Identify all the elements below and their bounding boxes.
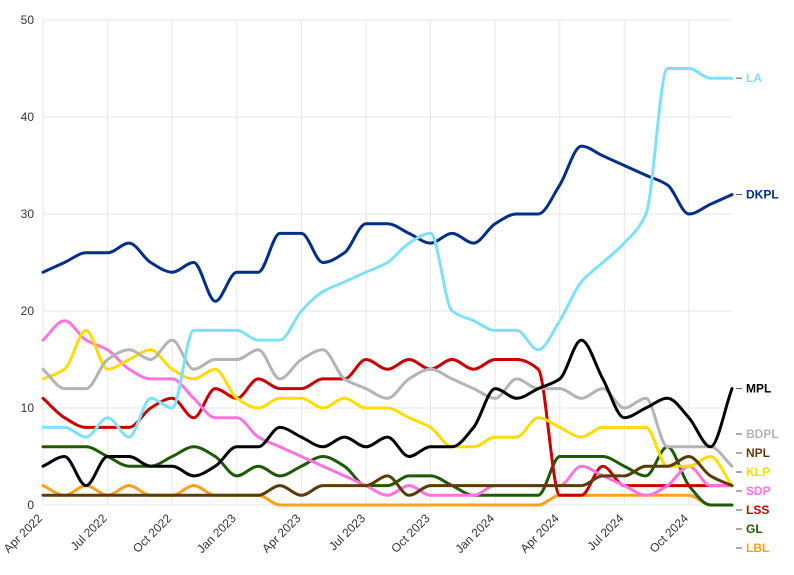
- series-label-mpl: MPL: [746, 382, 771, 396]
- series-label-sdp: SDP: [746, 484, 771, 498]
- series-label-la: LA: [746, 71, 762, 85]
- series-line-bdpl: [41, 338, 734, 468]
- x-axis: Apr 2022 Jul 2022 Oct 2022 Jan 2023 Apr 2023…: [1, 511, 692, 556]
- series-label-npl: NPL: [746, 446, 770, 460]
- series-line-la: [41, 67, 734, 439]
- y-tick-label: 30: [21, 207, 35, 221]
- series-label-lss: LSS: [746, 503, 769, 517]
- x-tick-label: Apr 2022: [1, 511, 46, 556]
- series-labels: LA DKPL MPL BDPL NPL KLP SDP LSS GL LBL: [736, 71, 779, 555]
- series-lines: [41, 67, 734, 507]
- series-line-npl: [41, 455, 734, 497]
- series-label-bdpl: BDPL: [746, 427, 779, 441]
- series-line-dkpl: [41, 144, 734, 303]
- x-tick-label: Oct 2024: [647, 511, 692, 556]
- series-label-klp: KLP: [746, 465, 770, 479]
- gridlines: [42, 19, 732, 506]
- x-tick-label: Jul 2022: [68, 511, 110, 553]
- x-tick-label: Apr 2024: [518, 511, 563, 556]
- series-label-gl: GL: [746, 522, 763, 536]
- series-label-lbl: LBL: [746, 541, 769, 555]
- x-tick-label: Apr 2023: [259, 511, 304, 556]
- series-label-dkpl: DKPL: [746, 188, 779, 202]
- x-tick-label: Jul 2023: [326, 511, 368, 553]
- series-line-mpl: [41, 338, 734, 488]
- x-tick-label: Oct 2023: [388, 511, 433, 556]
- x-tick-label: Oct 2022: [130, 511, 175, 556]
- series-line-sdp: [41, 319, 734, 497]
- x-tick-label: Jan 2023: [194, 511, 239, 556]
- y-tick-label: 10: [21, 401, 35, 415]
- y-axis: 0 10 20 30 40 50: [21, 13, 35, 512]
- y-tick-label: 0: [27, 498, 34, 512]
- x-tick-label: Jul 2024: [584, 511, 626, 553]
- x-tick-label: Jan 2024: [452, 511, 497, 556]
- y-tick-label: 40: [21, 110, 35, 124]
- y-tick-label: 50: [21, 13, 35, 27]
- y-tick-label: 20: [21, 304, 35, 318]
